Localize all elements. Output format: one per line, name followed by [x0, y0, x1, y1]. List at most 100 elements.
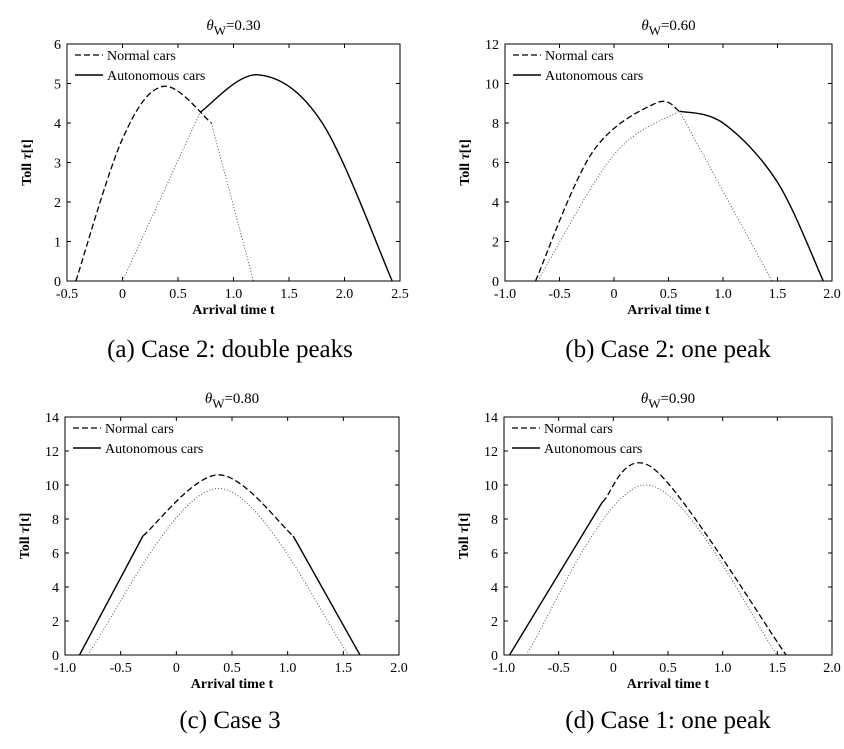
- legend-normal-label: Normal cars: [545, 49, 614, 64]
- x-tick-label: 1.0: [714, 287, 732, 302]
- y-axis-label: Toll τ[t]: [457, 513, 472, 560]
- panel-b: -1.0 -0.5 0 0.5 1.0 1.5 2.0 0 2 4 6 8 10 12 θW=0.60 Arr…: [458, 18, 841, 363]
- x-tick-label: 1.0: [225, 287, 243, 302]
- title-value: =0.30: [226, 18, 261, 34]
- panel-caption: (c) Case 3: [179, 707, 280, 734]
- y-tick-label: 0: [491, 649, 498, 664]
- dotted-reference-line: [537, 110, 680, 282]
- y-tick-label: 12: [485, 38, 499, 53]
- y-tick-label: 4: [52, 581, 59, 596]
- y-tick-label: 12: [484, 445, 498, 460]
- x-tick-label: -1.0: [493, 661, 515, 676]
- y-tick-label: 6: [54, 38, 61, 53]
- panel-title: θW=0.60: [641, 18, 695, 38]
- panel-title: θW=0.90: [641, 391, 695, 411]
- x-tick-label: -0.5: [548, 287, 570, 302]
- y-tick-label: 6: [52, 547, 59, 562]
- title-value: =0.90: [660, 391, 695, 407]
- legend-normal-label: Normal cars: [544, 422, 613, 437]
- y-tick-label: 6: [491, 547, 498, 562]
- autonomous-cars-line: [292, 535, 361, 656]
- legend-autonomous-label: Autonomous cars: [105, 442, 203, 457]
- panel-c: -1.0 -0.5 0 0.5 1.0 1.5 2.0 0 2 4 6 8 10 12 14 θW=0.80 A…: [18, 391, 408, 734]
- title-symbol: θ: [641, 18, 649, 34]
- title-value: =0.60: [661, 18, 696, 34]
- autonomous-cars-line: [78, 535, 144, 656]
- legend-normal-label: Normal cars: [107, 49, 176, 64]
- y-label-symbol: τ: [18, 526, 33, 533]
- x-tick-label: -0.5: [56, 287, 78, 302]
- x-axis-label: Arrival time t: [191, 677, 274, 692]
- legend-autonomous-label: Autonomous cars: [545, 69, 643, 84]
- title-symbol: θ: [641, 391, 649, 407]
- x-tick-label: 1.5: [769, 661, 787, 676]
- panel-caption: (b) Case 2: one peak: [565, 336, 771, 363]
- normal-cars-line: [75, 85, 212, 282]
- y-label-prefix: Toll: [18, 533, 33, 559]
- x-axis-label: Arrival time t: [627, 303, 710, 318]
- x-axis-label: Arrival time t: [192, 303, 275, 318]
- y-tick-label: 4: [491, 581, 498, 596]
- y-tick-label: 2: [54, 196, 61, 211]
- normal-cars-line: [601, 462, 787, 656]
- autonomous-cars-line: [679, 110, 824, 282]
- y-tick-label: 0: [492, 275, 499, 290]
- x-tick-label: 0.5: [660, 287, 678, 302]
- x-tick-label: 1.0: [714, 661, 732, 676]
- panel-title: θW=0.80: [205, 391, 259, 411]
- x-tick-label: 2.5: [391, 287, 409, 302]
- title-subscript: W: [214, 23, 227, 38]
- x-tick-label: 0: [173, 661, 180, 676]
- y-tick-label: 6: [492, 157, 499, 172]
- x-tick-label: -1.0: [494, 287, 516, 302]
- title-symbol: θ: [206, 18, 214, 34]
- panel-d: -1.0 -0.5 0 0.5 1.0 1.5 2.0 0 2 4 6 8 10 12 14 θW=0.90 A…: [457, 391, 841, 734]
- y-label-symbol: τ: [20, 152, 35, 159]
- y-tick-label: 5: [54, 78, 61, 93]
- title-subscript: W: [649, 23, 662, 38]
- y-tick-label: 4: [492, 196, 499, 211]
- y-tick-label: 8: [492, 117, 499, 132]
- dotted-reference-line: [86, 487, 350, 656]
- y-tick-label: 1: [54, 236, 61, 251]
- y-tick-label: 0: [52, 649, 59, 664]
- x-tick-label: 2.0: [823, 661, 841, 676]
- y-label-symbol: τ: [457, 526, 472, 533]
- panel-caption: (a) Case 2: double peaks: [107, 336, 353, 363]
- dotted-reference-line: [679, 110, 773, 282]
- y-axis-label: Toll τ[t]: [458, 139, 473, 186]
- legend-autonomous-label: Autonomous cars: [107, 69, 205, 84]
- x-tick-label: 1.5: [280, 287, 298, 302]
- x-tick-label: -0.5: [548, 661, 570, 676]
- x-tick-label: 0: [610, 661, 617, 676]
- y-tick-label: 10: [45, 479, 59, 494]
- x-tick-label: 1.5: [769, 287, 787, 302]
- y-tick-label: 12: [45, 445, 59, 460]
- x-axis-label: Arrival time t: [627, 677, 710, 692]
- x-tick-label: 0.5: [659, 661, 677, 676]
- y-tick-label: 0: [54, 275, 61, 290]
- legend-autonomous-label: Autonomous cars: [544, 442, 642, 457]
- panel-a: -0.5 0 0.5 1.0 1.5 2.0 2.50123456θW=0.30Arriva…: [20, 18, 409, 363]
- dotted-reference-line: [122, 112, 201, 282]
- x-tick-label: 2.0: [390, 661, 408, 676]
- y-axis-label: Toll τ[t]: [18, 513, 33, 560]
- x-tick-label: 0: [611, 287, 618, 302]
- autonomous-cars-line: [199, 74, 393, 282]
- y-tick-label: 3: [54, 157, 61, 172]
- y-label-suffix: [t]: [20, 139, 35, 153]
- x-tick-label: 0.5: [169, 287, 187, 302]
- x-tick-label: -1.0: [54, 661, 76, 676]
- y-label-suffix: [t]: [458, 139, 473, 153]
- y-tick-label: 4: [54, 117, 61, 132]
- x-tick-label: 1.0: [279, 661, 297, 676]
- title-subscript: W: [212, 396, 225, 411]
- autonomous-cars-line: [508, 501, 603, 656]
- x-tick-label: -0.5: [110, 661, 132, 676]
- dotted-reference-line: [210, 122, 254, 282]
- normal-cars-line: [142, 474, 294, 537]
- y-label-suffix: [t]: [457, 513, 472, 527]
- title-symbol: θ: [205, 391, 213, 407]
- y-tick-label: 2: [492, 236, 499, 251]
- y-tick-label: 8: [52, 513, 59, 528]
